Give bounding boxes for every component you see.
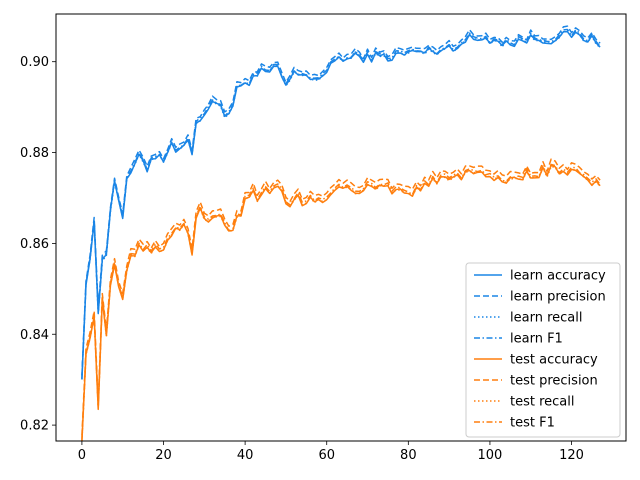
y-tick-label: 0.84 [20,328,49,343]
series-line-learn-f1 [81,28,601,379]
x-axis: 0 20 40 60 80 100 120 [78,441,584,463]
y-axis: 0.82 0.84 0.86 0.88 0.90 [20,55,56,434]
x-tick-label: 60 [318,448,335,463]
y-tick-label: 0.86 [20,237,49,252]
series-line-test-f1 [81,163,601,440]
x-tick-label: 20 [155,448,172,463]
x-tick-label: 0 [78,448,86,463]
legend-label: learn recall [510,311,582,326]
y-tick-label: 0.82 [20,419,49,434]
legend-label: test recall [510,395,575,410]
x-tick-label: 40 [237,448,254,463]
y-tick-label: 0.88 [20,146,49,161]
legend-label: learn F1 [510,332,563,347]
x-tick-label: 120 [559,448,584,463]
plot-lines [81,25,601,442]
legend-label: test accuracy [510,353,598,368]
legend: learn accuracy learn precision learn recal… [465,262,621,438]
legend-box [465,262,621,438]
y-tick-label: 0.90 [20,55,49,70]
series-line-learn-precision [81,25,601,376]
legend-label: test precision [510,374,598,389]
legend-label: test F1 [510,416,555,431]
legend-label: learn accuracy [510,269,606,284]
legend-label: learn precision [510,290,606,305]
axes-frame [55,13,627,442]
series-line-test-precision [81,158,601,436]
x-tick-label: 80 [400,448,417,463]
x-tick-label: 100 [478,448,503,463]
